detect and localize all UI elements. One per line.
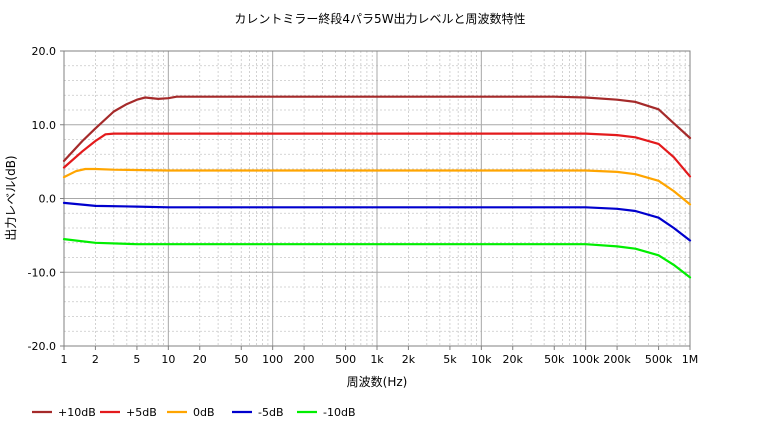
x-tick-label: 2 [92,353,99,366]
legend: +10dB +5dB 0dB -5dB -10dB [32,406,356,419]
legend-label: +10dB [58,406,96,419]
x-tick-label: 20k [503,353,524,366]
series-line [62,238,692,279]
x-tick-label: 200k [603,353,631,366]
x-tick-label: 10k [471,353,492,366]
legend-label: +5dB [126,406,157,419]
y-tick-label: -20.0 [28,340,56,353]
legend-label: -5dB [258,406,284,419]
x-tick-label: 1M [682,353,699,366]
y-tick-label: 0.0 [39,193,57,206]
x-tick-label: 1 [61,353,68,366]
series-lines [62,95,692,279]
x-tick-label: 10 [161,353,175,366]
chart-title: カレントミラー終段4パラ5W出力レベルと周波数特性 [234,11,525,26]
y-tick-label: -10.0 [28,266,56,279]
legend-label: 0dB [193,406,215,419]
x-tick-label: 100k [572,353,600,366]
y-axis-label: 出力レベル(dB) [4,155,18,240]
x-axis-ticks: 1 2 5 10 20 50 100 200 500 1k 2k 5k 10k 20k 50k 100k 200… [61,346,699,366]
x-tick-label: 500 [335,353,356,366]
y-tick-label: 10.0 [32,119,57,132]
x-axis-label: 周波数(Hz) [347,374,408,389]
y-axis-ticks: 20.0 10.0 0.0 -10.0 -20.0 [28,45,64,353]
series-line [62,95,692,162]
x-tick-label: 5 [133,353,140,366]
x-tick-label: 20 [193,353,207,366]
series-line [62,167,692,206]
x-tick-label: 50k [544,353,565,366]
x-tick-label: 100 [262,353,283,366]
y-tick-label: 20.0 [32,45,57,58]
x-tick-label: 200 [294,353,315,366]
legend-label: -10dB [323,406,356,419]
x-tick-label: 1k [370,353,384,366]
series-line [62,132,692,178]
series-line [62,201,692,242]
x-tick-label: 5k [443,353,457,366]
x-tick-label: 2k [402,353,416,366]
x-tick-label: 500k [645,353,673,366]
x-tick-label: 50 [234,353,248,366]
